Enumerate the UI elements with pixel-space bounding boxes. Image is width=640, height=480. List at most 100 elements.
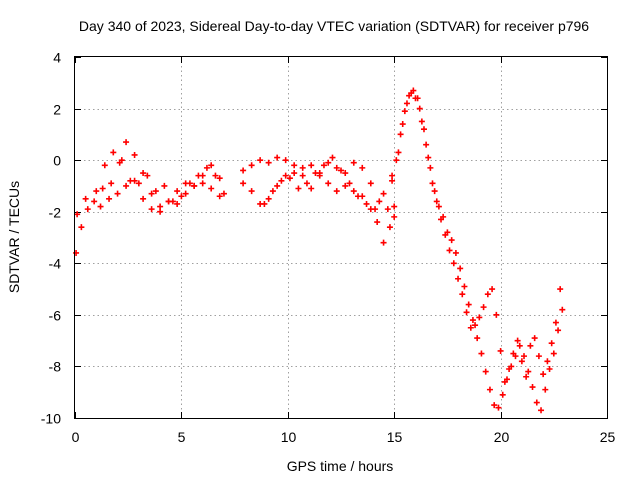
data-point [497, 347, 504, 354]
y-tick-label: -10 [41, 411, 61, 427]
data-point [514, 337, 521, 344]
data-point [178, 193, 185, 200]
y-tick-label: 0 [53, 153, 61, 169]
data-point [457, 265, 464, 272]
data-point [74, 211, 81, 218]
data-point [393, 157, 400, 164]
data-point [208, 162, 215, 169]
x-tick-label: 0 [72, 429, 80, 445]
data-point [380, 239, 387, 246]
data-point [472, 322, 479, 329]
data-point [257, 157, 264, 164]
data-point [559, 306, 566, 313]
data-point [84, 206, 91, 213]
data-point [555, 327, 562, 334]
data-point [542, 386, 549, 393]
data-point [380, 190, 387, 197]
data-point [425, 154, 432, 161]
data-point [399, 121, 406, 128]
data-point [191, 182, 198, 189]
x-tick-label: 15 [387, 429, 403, 445]
data-point [529, 384, 536, 391]
data-point [299, 164, 306, 171]
data-point [265, 195, 272, 202]
data-point [463, 309, 470, 316]
data-point [308, 162, 315, 169]
data-point [389, 177, 396, 184]
data-point [429, 180, 436, 187]
data-point [240, 180, 247, 187]
data-point [299, 172, 306, 179]
data-point [97, 203, 104, 210]
data-point [523, 373, 530, 380]
data-point [165, 198, 172, 205]
data-point [333, 164, 340, 171]
data-point [291, 162, 298, 169]
y-tick-label: -8 [49, 359, 62, 375]
data-point [316, 172, 323, 179]
data-point [106, 195, 113, 202]
data-point [482, 368, 489, 375]
data-point [346, 180, 353, 187]
data-point [478, 350, 485, 357]
y-tick-label: -6 [49, 308, 62, 324]
chart-title: Day 340 of 2023, Sidereal Day-to-day VTE… [79, 18, 589, 34]
data-point [516, 342, 523, 349]
data-point [140, 195, 147, 202]
y-axis-label: SDTVAR / TECUs [6, 181, 22, 293]
data-point [450, 260, 457, 267]
data-point [395, 149, 402, 156]
data-point [493, 311, 500, 318]
data-point [303, 180, 310, 187]
data-point [148, 206, 155, 213]
data-point [495, 404, 502, 411]
data-point [174, 188, 181, 195]
data-point [465, 301, 472, 308]
data-point [212, 172, 219, 179]
data-point [448, 237, 455, 244]
x-axis-label: GPS time / hours [287, 458, 394, 474]
data-point [248, 162, 255, 169]
data-point [350, 188, 357, 195]
data-point [533, 399, 540, 406]
data-point [423, 141, 430, 148]
plot-frame [74, 56, 608, 419]
data-point [418, 118, 425, 125]
data-point [333, 188, 340, 195]
data-point [291, 170, 298, 177]
data-point [282, 157, 289, 164]
data-point [506, 366, 513, 373]
data-point [295, 185, 302, 192]
data-point [535, 353, 542, 360]
data-point [455, 275, 462, 282]
data-point [278, 177, 285, 184]
data-point [550, 350, 557, 357]
series-track-h [395, 90, 564, 385]
x-tick-label: 5 [178, 429, 186, 445]
data-point [157, 203, 164, 210]
data-point [199, 172, 206, 179]
series-track-f [261, 154, 396, 213]
data-point [521, 353, 528, 360]
data-point [469, 317, 476, 324]
data-point [312, 170, 319, 177]
data-point [152, 188, 159, 195]
y-tick-label: -4 [49, 256, 62, 272]
data-point [342, 170, 349, 177]
y-tick-label: 4 [53, 50, 61, 66]
data-point [546, 366, 553, 373]
data-point [501, 378, 508, 385]
y-tick-label: 2 [53, 102, 61, 118]
data-point [499, 391, 506, 398]
data-point [182, 190, 189, 197]
data-point [420, 126, 427, 133]
data-point [427, 164, 434, 171]
data-point [148, 190, 155, 197]
data-point [182, 180, 189, 187]
data-point [359, 164, 366, 171]
data-point [389, 172, 396, 179]
x-tick-label: 20 [494, 429, 510, 445]
data-point [408, 90, 415, 97]
data-point [412, 95, 419, 102]
